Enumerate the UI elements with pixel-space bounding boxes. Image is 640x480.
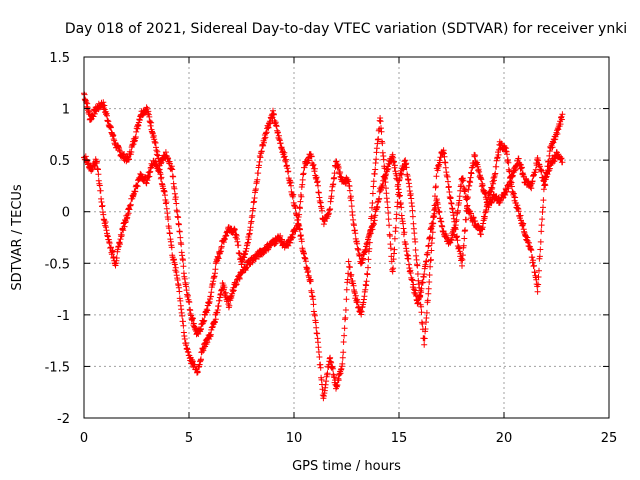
y-tick-label: -0.5 — [45, 257, 70, 272]
series-1-points — [81, 90, 566, 402]
y-tick-label: 0 — [62, 206, 70, 221]
x-tick-label: 20 — [496, 431, 513, 446]
y-tick-label: -1.5 — [45, 360, 70, 375]
x-tick-label: 0 — [80, 431, 88, 446]
data-points — [81, 90, 566, 402]
plot-frame — [83, 56, 610, 419]
x-tick-label: 5 — [185, 431, 193, 446]
series-1-markers — [81, 90, 566, 402]
x-axis-label: GPS time / hours — [292, 459, 401, 474]
chart-title: Day 018 of 2021, Sidereal Day-to-day VTE… — [65, 21, 627, 37]
y-tick-label: 1 — [62, 103, 70, 118]
x-tick-label: 25 — [601, 431, 618, 446]
x-tick-label: 15 — [391, 431, 408, 446]
y-tick-label: 0.5 — [49, 154, 70, 169]
y-tick-label: 1.5 — [49, 51, 70, 66]
y-tick-label: -1 — [57, 309, 70, 324]
x-tick-label: 10 — [286, 431, 303, 446]
y-axis-label: SDTVAR / TECUs — [10, 184, 25, 291]
y-tick-label: -2 — [57, 412, 70, 427]
axis-ticks: 0 5 10 15 20 25 -2 -1.5 -1 -0.5 0 0.5 1 1.5 — [45, 51, 618, 446]
